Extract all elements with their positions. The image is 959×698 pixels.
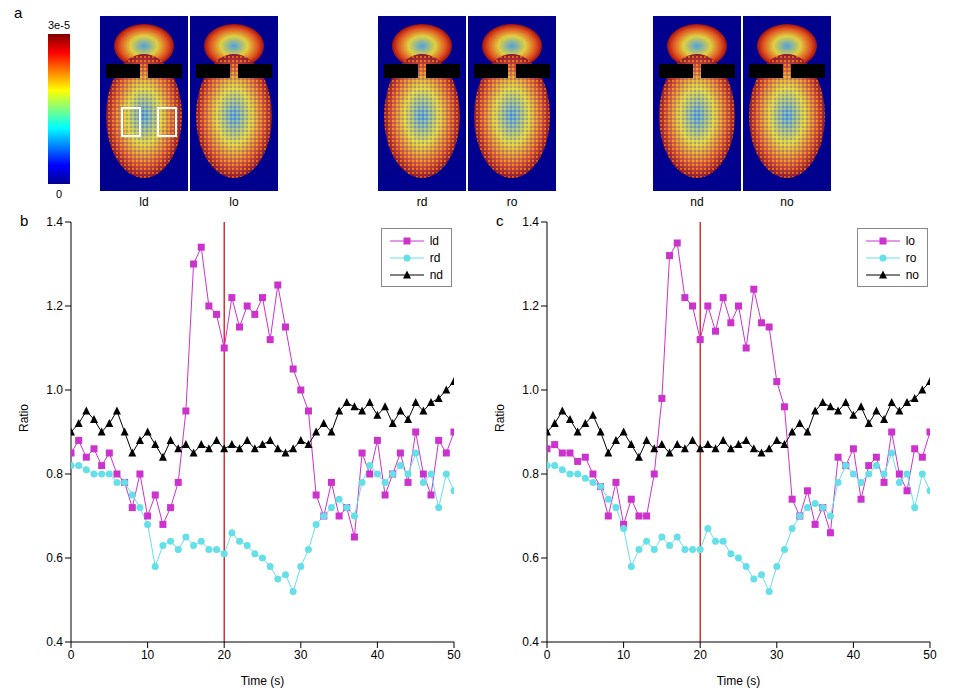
svg-text:ld: ld <box>139 195 148 209</box>
svg-text:0: 0 <box>544 648 551 662</box>
svg-text:0.6: 0.6 <box>46 551 63 565</box>
html-text:nd: nd <box>429 267 443 282</box>
svg-text:0.4: 0.4 <box>46 635 63 649</box>
svg-text:0.4: 0.4 <box>522 635 539 649</box>
svg-text:rd: rd <box>417 195 428 209</box>
html-text:lo: lo <box>905 233 915 248</box>
svg-text:no: no <box>780 195 794 209</box>
svg-text:0: 0 <box>68 648 75 662</box>
svg-text:1.0: 1.0 <box>522 383 539 397</box>
svg-text:Ratio: Ratio <box>17 404 31 432</box>
svg-text:1.4: 1.4 <box>522 215 539 229</box>
svg-text:30: 30 <box>294 648 308 662</box>
svg-text:Time (s): Time (s) <box>241 674 285 688</box>
svg-text:3e-5: 3e-5 <box>48 19 70 31</box>
html-text:no: no <box>905 267 919 282</box>
svg-text:0.8: 0.8 <box>522 467 539 481</box>
svg-text:40: 40 <box>847 648 861 662</box>
svg-text:a: a <box>14 4 23 21</box>
svg-text:1.2: 1.2 <box>46 299 63 313</box>
svg-text:20: 20 <box>694 648 708 662</box>
svg-text:nd: nd <box>690 195 703 209</box>
svg-text:20: 20 <box>218 648 232 662</box>
svg-text:ro: ro <box>507 195 518 209</box>
svg-text:0.8: 0.8 <box>46 467 63 481</box>
html-text:b: b <box>20 212 29 229</box>
svg-text:0.6: 0.6 <box>522 551 539 565</box>
svg-text:1.0: 1.0 <box>46 383 63 397</box>
svg-text:lo: lo <box>229 195 239 209</box>
svg-text:0: 0 <box>56 188 62 200</box>
html-text:rd: rd <box>429 250 441 265</box>
html-text:c: c <box>496 212 504 229</box>
html-text:ld: ld <box>429 233 439 248</box>
svg-text:50: 50 <box>447 648 461 662</box>
svg-text:10: 10 <box>141 648 155 662</box>
svg-text:Time (s): Time (s) <box>717 674 761 688</box>
html-text:ro: ro <box>905 250 917 265</box>
svg-text:1.4: 1.4 <box>46 215 63 229</box>
svg-text:40: 40 <box>371 648 385 662</box>
svg-text:30: 30 <box>770 648 784 662</box>
svg-text:Ratio: Ratio <box>493 404 507 432</box>
svg-text:50: 50 <box>923 648 937 662</box>
svg-text:10: 10 <box>617 648 631 662</box>
svg-text:1.2: 1.2 <box>522 299 539 313</box>
